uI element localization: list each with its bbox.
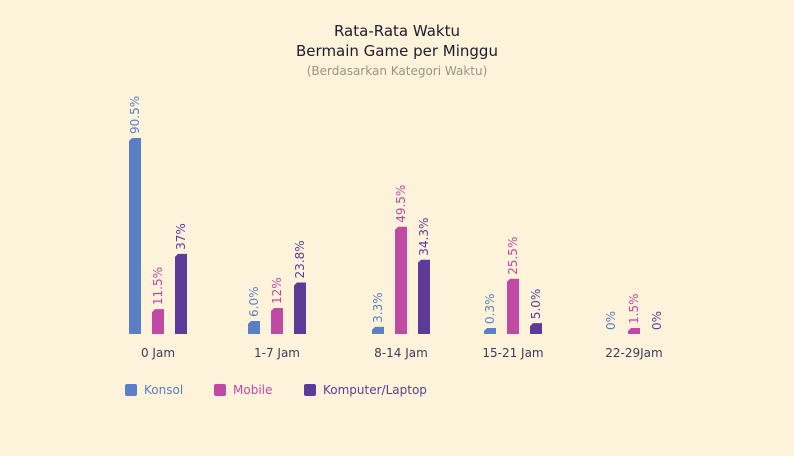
legend-item-mobile: Mobile <box>214 382 272 398</box>
data-label-konsol-15-21-jam: 0.3% <box>483 294 497 325</box>
legend-item-komputer-laptop: Komputer/Laptop <box>304 382 427 398</box>
bar-mobile-8-14-jam <box>395 226 407 334</box>
data-label-komputer-laptop-15-21-jam: 5.0% <box>529 289 543 320</box>
bar-mobile-15-21-jam <box>507 278 519 334</box>
data-label-mobile-1-7-jam: 12% <box>270 277 284 304</box>
data-label-konsol-0-jam: 90.5% <box>128 96 142 134</box>
legend-swatch-mobile <box>214 384 226 396</box>
data-label-konsol-8-14-jam: 3.3% <box>371 292 385 323</box>
bar-mobile-1-7-jam <box>271 308 283 334</box>
data-label-konsol-22-29jam: 0% <box>604 311 618 330</box>
bar-konsol-1-7-jam <box>248 321 260 334</box>
chart-subtitle: (Berdasarkan Kategori Waktu) <box>306 64 488 78</box>
bar-konsol-15-21-jam <box>484 328 496 334</box>
bar-komputer-laptop-1-7-jam <box>294 282 306 334</box>
data-label-mobile-15-21-jam: 25.5% <box>506 237 520 275</box>
legend-swatch-konsol <box>125 384 137 396</box>
data-label-konsol-1-7-jam: 6.0% <box>247 287 261 318</box>
category-label-1-7-jam: 1-7 Jam <box>254 346 300 360</box>
category-label-15-21-jam: 15-21 Jam <box>482 346 543 360</box>
legend-label-komputer-laptop: Komputer/Laptop <box>323 383 427 397</box>
category-label-8-14-jam: 8-14 Jam <box>374 346 428 360</box>
bar-konsol-8-14-jam <box>372 326 384 334</box>
bar-komputer-laptop-15-21-jam <box>530 323 542 334</box>
data-label-mobile-0-jam: 11.5% <box>151 267 165 305</box>
data-label-mobile-8-14-jam: 49.5% <box>394 185 408 223</box>
legend-label-mobile: Mobile <box>233 383 273 397</box>
legend-label-konsol: Konsol <box>144 383 184 397</box>
bar-komputer-laptop-0-jam <box>175 253 187 334</box>
bar-mobile-0-jam <box>152 309 164 334</box>
category-label-0-jam: 0 Jam <box>141 346 175 360</box>
chart-title-line-1: Rata-Rata Waktu <box>333 22 461 40</box>
data-label-komputer-laptop-22-29jam: 0% <box>650 311 664 330</box>
data-label-komputer-laptop-1-7-jam: 23.8% <box>293 240 307 278</box>
category-label-22-29jam: 22-29Jam <box>605 346 662 360</box>
bar-konsol-0-jam <box>129 138 141 334</box>
legend-item-konsol: Konsol <box>125 382 183 398</box>
data-label-komputer-laptop-0-jam: 37% <box>174 223 188 250</box>
bar-komputer-laptop-8-14-jam <box>418 259 430 334</box>
data-label-komputer-laptop-8-14-jam: 34.3% <box>417 218 431 256</box>
bar-mobile-22-29jam <box>628 328 640 334</box>
data-label-mobile-22-29jam: 1.5% <box>627 294 641 325</box>
legend-swatch-komputer-laptop <box>304 384 316 396</box>
chart-title-line-2: Bermain Game per Minggu <box>296 42 498 60</box>
